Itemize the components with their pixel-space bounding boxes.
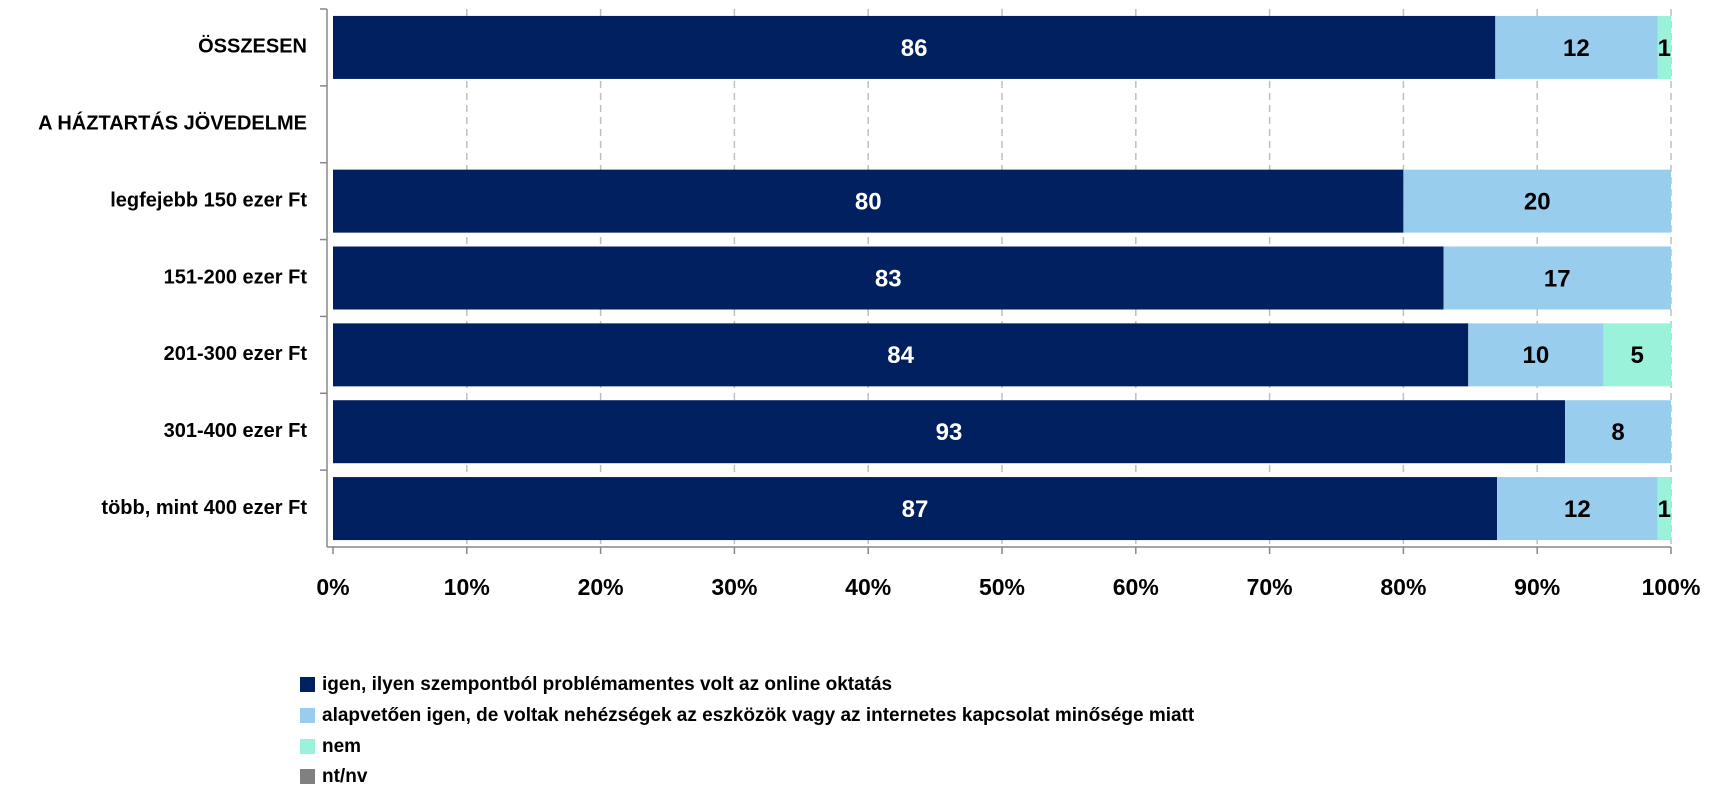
bar-segment bbox=[333, 15, 1496, 79]
legend-label: igen, ilyen szempontból problémamentes v… bbox=[322, 674, 892, 695]
data-label: 93 bbox=[936, 419, 963, 446]
bar-segment bbox=[1468, 323, 1604, 387]
data-label: 10 bbox=[1522, 342, 1549, 369]
legend-label: nem bbox=[322, 736, 361, 757]
legend-swatch bbox=[300, 708, 315, 723]
x-tick-label: 40% bbox=[845, 574, 891, 600]
x-tick-label: 70% bbox=[1247, 574, 1293, 600]
data-label: 12 bbox=[1564, 496, 1591, 523]
bar-segment bbox=[1565, 400, 1671, 464]
data-label: 83 bbox=[875, 265, 902, 292]
x-tick-label: 80% bbox=[1380, 574, 1426, 600]
bar-segment bbox=[1603, 323, 1671, 387]
bar-segment bbox=[1443, 246, 1671, 310]
data-label: 80 bbox=[855, 188, 882, 215]
y-tick-label: 201-300 ezer Ft bbox=[164, 343, 308, 365]
y-tick-label: 301-400 ezer Ft bbox=[164, 420, 308, 442]
data-label: 20 bbox=[1524, 188, 1551, 215]
legend-label: alapvetően igen, de voltak nehézségek az… bbox=[322, 705, 1195, 726]
legend-label: nt/nv bbox=[322, 766, 368, 787]
data-label: 17 bbox=[1544, 265, 1571, 292]
y-tick-label: A HÁZTARTÁS JÖVEDELME bbox=[38, 112, 307, 135]
data-label: 8 bbox=[1611, 419, 1624, 446]
bar-segment bbox=[1657, 477, 1671, 541]
bar-segment bbox=[333, 323, 1469, 387]
bar-segment bbox=[1657, 15, 1671, 79]
x-tick-label: 50% bbox=[979, 574, 1025, 600]
y-tick-label: ÖSSZESEN bbox=[198, 35, 307, 58]
x-tick-label: 0% bbox=[316, 574, 349, 600]
data-label: 84 bbox=[887, 342, 914, 369]
data-label: 86 bbox=[901, 35, 928, 62]
legend-swatch bbox=[300, 677, 315, 692]
legend-swatch bbox=[300, 739, 315, 754]
y-tick-label: több, mint 400 ezer Ft bbox=[101, 497, 307, 519]
data-label: 5 bbox=[1631, 342, 1644, 369]
data-label: 1 bbox=[1658, 496, 1671, 523]
x-tick-label: 60% bbox=[1113, 574, 1159, 600]
legend-swatch bbox=[300, 769, 315, 784]
bar-segment bbox=[1497, 477, 1658, 541]
data-label: 12 bbox=[1563, 35, 1590, 62]
bar-segment bbox=[333, 169, 1404, 233]
x-tick-label: 90% bbox=[1514, 574, 1560, 600]
x-tick-label: 100% bbox=[1642, 574, 1701, 600]
x-tick-label: 20% bbox=[578, 574, 624, 600]
data-label: 87 bbox=[902, 496, 929, 523]
bar-segment bbox=[333, 246, 1444, 310]
x-tick-label: 10% bbox=[444, 574, 490, 600]
bar-segment bbox=[1495, 15, 1658, 79]
y-tick-label: legfejebb 150 ezer Ft bbox=[110, 189, 307, 211]
x-tick-label: 30% bbox=[711, 574, 757, 600]
y-tick-label: 151-200 ezer Ft bbox=[164, 266, 308, 288]
data-label: 1 bbox=[1658, 35, 1671, 62]
bar-segment bbox=[333, 400, 1566, 464]
bar-segment bbox=[1403, 169, 1671, 233]
bar-segment bbox=[333, 477, 1498, 541]
